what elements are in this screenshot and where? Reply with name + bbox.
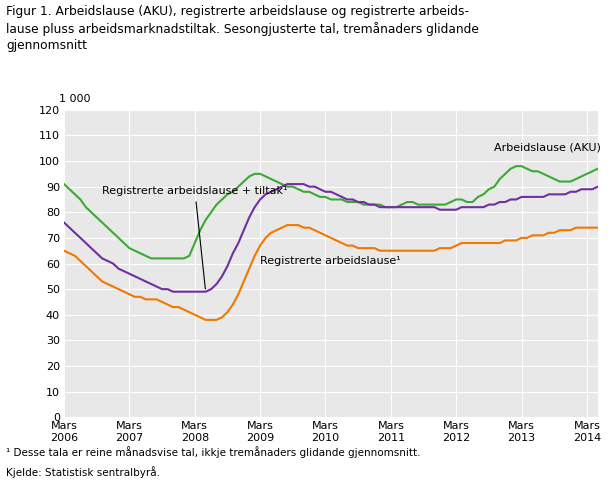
Text: Kjelde: Statistisk sentralbyrå.: Kjelde: Statistisk sentralbyrå. (6, 466, 160, 478)
Text: Registrerte arbeidslause¹: Registrerte arbeidslause¹ (260, 256, 401, 265)
Text: ¹ Desse tala er reine månadsvise tal, ikkje tremånaders glidande gjennomsnitt.: ¹ Desse tala er reine månadsvise tal, ik… (6, 447, 421, 458)
Text: lause pluss arbeidsmarknadstiltak. Sesongjusterte tal, tremånaders glidande: lause pluss arbeidsmarknadstiltak. Seson… (6, 22, 479, 36)
Text: Figur 1. Arbeidslause (AKU), registrerte arbeidslause og registrerte arbeids-: Figur 1. Arbeidslause (AKU), registrerte… (6, 5, 469, 18)
Text: gjennomsnitt: gjennomsnitt (6, 39, 87, 52)
Text: 1 000: 1 000 (59, 94, 90, 103)
Text: Arbeidslause (AKU): Arbeidslause (AKU) (494, 143, 601, 153)
Text: Registrerte arbeidslause + tiltak¹: Registrerte arbeidslause + tiltak¹ (102, 186, 288, 289)
